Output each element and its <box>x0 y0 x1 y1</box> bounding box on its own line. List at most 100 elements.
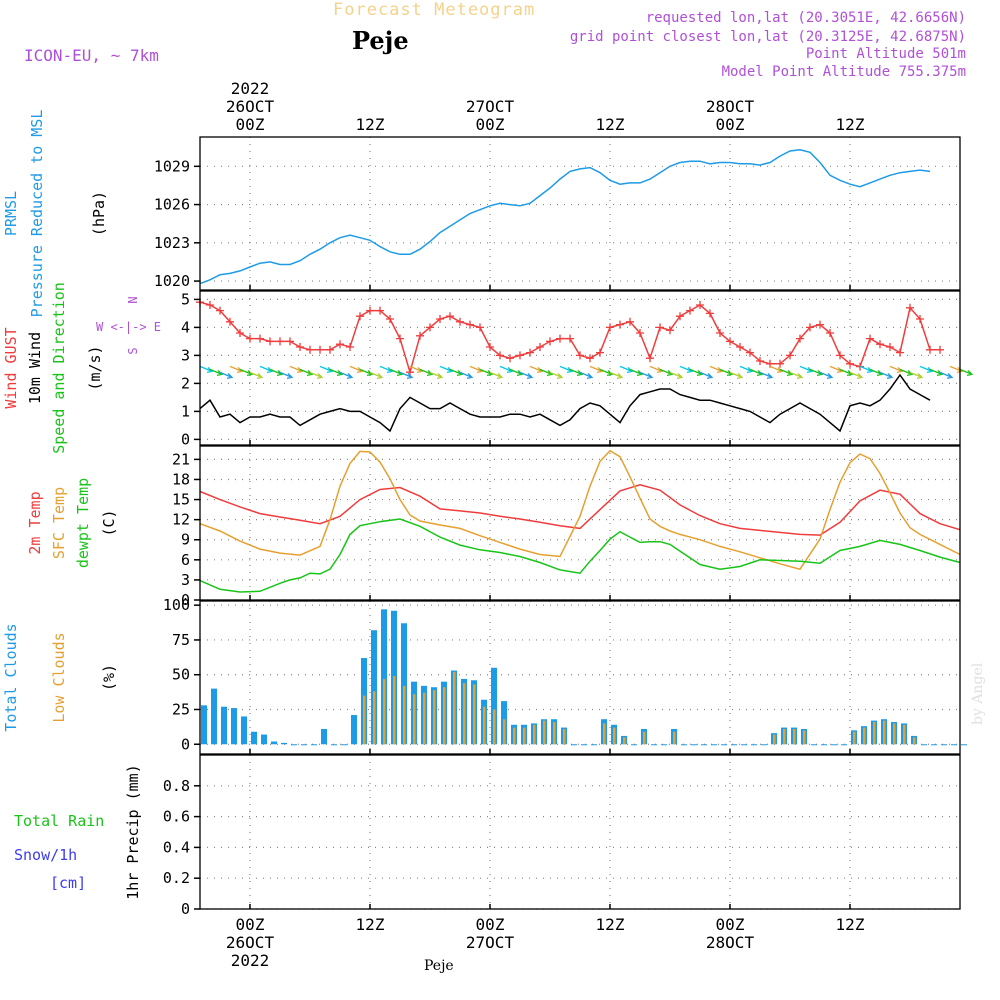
tick-label-y: 12 <box>172 511 190 529</box>
total-cloud-bar <box>341 744 347 746</box>
gust-marker <box>486 343 494 351</box>
panel-frame <box>199 290 961 446</box>
wind-direction-arrow <box>549 371 564 380</box>
series-2m-temp <box>199 484 961 536</box>
wind-direction-arrow <box>629 368 644 377</box>
low-cloud-bar <box>523 727 526 745</box>
low-cloud-bar <box>873 722 876 745</box>
total-cloud-bar <box>731 744 737 746</box>
footer-station: Peje <box>424 958 454 974</box>
wind-direction-arrow <box>299 368 314 377</box>
total-cloud-bar <box>301 744 307 746</box>
time-label-top: 26OCT <box>226 97 275 116</box>
gust-marker <box>666 326 674 335</box>
total-cloud-bar <box>701 744 707 746</box>
gust-marker <box>726 337 734 346</box>
gust-marker <box>446 312 454 321</box>
wind-direction-arrow <box>289 365 304 374</box>
total-cloud-bar <box>491 667 497 745</box>
wind-direction-arrow <box>829 365 844 374</box>
low-cloud-bar <box>543 720 546 745</box>
wind-direction-arrow <box>729 371 744 380</box>
precip-label-rain: Total Rain <box>14 812 104 830</box>
low-cloud-bar <box>363 695 366 745</box>
wind-direction-arrow <box>399 371 414 380</box>
compass-we: W <-|-> E <box>96 320 161 334</box>
total-cloud-bar <box>931 744 937 746</box>
tick-label-y: 0 <box>181 735 190 753</box>
tick-label-y: 1020 <box>154 272 190 290</box>
gust-marker <box>846 359 854 368</box>
time-label-top: 28OCT <box>706 97 755 116</box>
wind-direction-arrow <box>669 371 684 380</box>
panel-clouds <box>194 600 967 755</box>
total-cloud-bar <box>821 744 827 746</box>
low-cloud-bar <box>553 722 556 745</box>
panel-label: (m/s) <box>86 345 104 390</box>
total-cloud-bar <box>261 734 267 745</box>
wind-direction-arrow <box>919 365 934 374</box>
low-cloud-bar <box>393 676 396 745</box>
gust-marker <box>746 348 754 357</box>
total-cloud-bar <box>841 744 847 746</box>
compass-s: S <box>126 347 140 354</box>
tick-label-y: 100 <box>163 596 190 614</box>
gust-marker <box>546 337 554 346</box>
tick-label-y: 3 <box>181 346 190 364</box>
series-prmsl <box>199 149 931 285</box>
wind-direction-arrow <box>719 368 734 377</box>
gust-marker <box>816 320 824 329</box>
total-cloud-bar <box>681 744 687 746</box>
wind-direction-arrow <box>609 371 624 380</box>
series-dewpt-temp <box>199 518 961 593</box>
low-cloud-bar <box>893 723 896 745</box>
total-cloud-bar <box>941 744 947 746</box>
precip-axis-label: 1hr Precip (mm) <box>124 764 142 899</box>
gust-marker <box>206 301 214 309</box>
total-cloud-bar <box>951 744 957 746</box>
panel-precip <box>194 754 961 910</box>
tick-label-y: 6 <box>181 551 190 569</box>
time-label-top: 00Z <box>236 115 265 134</box>
time-label-top: 12Z <box>836 115 865 134</box>
wind-direction-arrow <box>439 365 454 374</box>
station-title: Peje <box>352 26 409 55</box>
wind-direction-arrow <box>849 371 864 380</box>
wind-direction-arrow <box>799 365 814 374</box>
gust-marker <box>266 337 274 346</box>
low-cloud-bar <box>473 684 476 745</box>
low-cloud-bar <box>563 728 566 745</box>
wind-direction-arrow <box>779 368 794 377</box>
total-cloud-bar <box>241 716 247 745</box>
gust-marker <box>916 315 924 323</box>
wind-direction-arrow <box>869 368 884 377</box>
low-cloud-bar <box>373 691 376 745</box>
wind-direction-arrow <box>209 368 224 377</box>
gust-marker <box>626 317 634 326</box>
tick-label-y: 18 <box>172 470 190 488</box>
gust-marker <box>276 337 284 346</box>
wind-direction-arrow <box>329 368 344 377</box>
gust-marker <box>586 354 594 363</box>
wind-direction-arrow <box>569 368 584 377</box>
wind-direction-arrow <box>409 365 424 374</box>
gust-marker <box>686 306 694 315</box>
time-label-bottom: 27OCT <box>466 933 515 952</box>
time-label-top: 00Z <box>716 115 745 134</box>
time-label-bottom: 28OCT <box>706 933 755 952</box>
wind-direction-arrow <box>789 371 804 380</box>
gust-marker <box>646 354 654 363</box>
time-label-top: 2022 <box>231 79 270 98</box>
low-cloud-bar <box>883 720 886 745</box>
model-altitude: Model Point Altitude 755.375m <box>721 64 966 80</box>
low-cloud-bar <box>603 723 606 745</box>
total-cloud-bar <box>211 688 217 745</box>
wind-direction-arrow <box>229 365 244 374</box>
total-cloud-bar <box>401 623 407 745</box>
low-cloud-bar <box>623 737 626 745</box>
tick-label-y: 2 <box>181 374 190 392</box>
low-cloud-bar <box>453 671 456 745</box>
time-label-bottom: 26OCT <box>226 933 275 952</box>
wind-direction-arrow <box>689 368 704 377</box>
tick-label-y: 0.6 <box>163 808 190 826</box>
